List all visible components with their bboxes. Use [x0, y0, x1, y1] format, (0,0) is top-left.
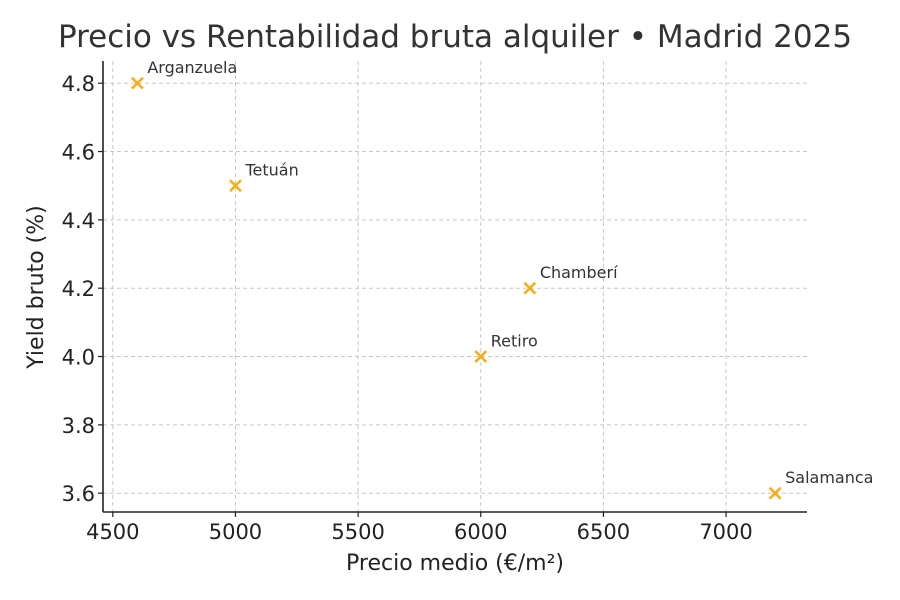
data-point: Retiro	[474, 332, 538, 363]
point-marker-stroke	[130, 76, 144, 90]
y-ticks: 3.6 3.8 4.0 4.2 4.4 4.6 4.8	[62, 72, 103, 506]
x-tick-label: 4500	[86, 520, 139, 544]
point-label: Arganzuela	[147, 58, 237, 77]
data-point: Arganzuela	[130, 58, 237, 90]
point-marker-stroke	[229, 179, 242, 193]
y-tick-label: 3.6	[62, 482, 95, 506]
point-marker-stroke	[523, 281, 537, 295]
x-axis-label: Precio medio (€/m²)	[346, 551, 564, 576]
x-tick-label: 5500	[331, 520, 384, 544]
x-tick-label: 6500	[577, 520, 630, 544]
point-label: Chamberí	[540, 263, 618, 282]
x-tick-label: 7000	[699, 520, 752, 544]
point-label: Tetuán	[244, 161, 298, 180]
x-ticks: 4500 5000 5500 6000 6500 7000	[86, 512, 753, 544]
chart-title: Precio vs Rentabilidad bruta alquiler • …	[58, 19, 852, 55]
y-tick-label: 4.0	[62, 346, 95, 370]
point-marker-stroke	[474, 350, 488, 363]
y-tick-label: 4.4	[62, 209, 95, 233]
point-marker-stroke	[768, 486, 782, 500]
y-tick-label: 4.2	[62, 277, 95, 301]
data-point: Salamanca	[768, 468, 873, 500]
x-tick-label: 6000	[454, 520, 507, 544]
data-point: Tetuán	[229, 161, 299, 193]
axes	[102, 61, 807, 513]
grid	[103, 61, 807, 512]
y-tick-label: 3.8	[62, 414, 95, 438]
x-tick-label: 5000	[209, 520, 262, 544]
y-tick-label: 4.8	[62, 72, 95, 96]
y-axis-label: Yield bruto (%)	[24, 205, 49, 369]
point-label: Salamanca	[785, 468, 873, 487]
y-tick-label: 4.6	[62, 141, 95, 165]
data-points: Arganzuela Tetuán Chamberí Retiro Salamanca	[130, 58, 873, 500]
point-label: Retiro	[491, 332, 538, 351]
data-point: Chamberí	[523, 263, 618, 295]
